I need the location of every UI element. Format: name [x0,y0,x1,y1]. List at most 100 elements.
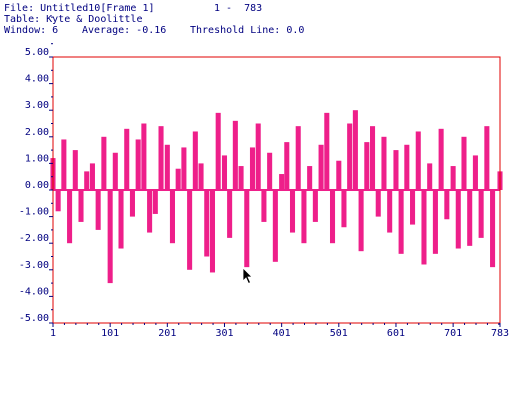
data-bar [215,112,221,190]
data-bar [307,166,313,190]
data-bar [398,190,404,254]
data-bar [427,163,433,190]
data-bar [284,142,290,190]
data-bar [415,131,421,190]
data-bar [455,190,461,249]
data-bar [438,128,444,190]
x-tick-label: 701 [444,328,462,339]
data-bar [472,155,478,190]
data-bar [221,155,228,190]
data-bar [158,126,164,190]
data-bar [404,144,410,190]
data-bar [198,163,204,190]
y-tick-label: 1.00 [25,153,49,164]
data-bar [244,190,250,268]
data-bar [461,136,467,190]
y-tick-label: 3.00 [25,100,49,111]
y-axis: 5.00 4.00 3.00 2.00 1.00 0.00 -1.00 -2.00 -3.00 -… [19,16,53,324]
data-bar [112,152,118,190]
data-bar [164,144,170,190]
x-tick-label: 1 [50,328,56,339]
data-bar [370,126,376,190]
data-bar [352,110,358,190]
file-label: File: Untitled10[Frame 1] [4,3,155,14]
data-bar [484,126,490,190]
x-tick-label: 783 [491,328,509,339]
data-bar [295,126,301,190]
data-bar [336,160,342,190]
x-tick-label: 601 [387,328,405,339]
data-bar [393,150,399,190]
data-bar [341,190,347,228]
average-label: Average: -0.16 [82,25,167,36]
y-tick-label: 4.00 [25,74,49,85]
data-bar [421,190,427,265]
data-bar [478,190,484,238]
data-bar [467,190,473,246]
data-bar [324,112,330,190]
y-tick-label: 5.00 [25,47,49,58]
data-bar [238,166,244,190]
data-bar [410,190,416,225]
data-bar [107,190,113,284]
data-bar [209,190,216,273]
data-bar [329,190,336,244]
data-bar [312,190,318,222]
threshold-label: Threshold Line: 0.0 [190,25,305,36]
y-tick-label: 0.00 [25,180,49,191]
data-bar [364,142,370,190]
mouse-pointer-icon [242,267,253,285]
data-bar [204,190,210,257]
data-bar [249,147,256,190]
window-label: Window: 6 [4,25,59,36]
x-tick-label: 201 [158,328,176,339]
y-tick-label: -2.00 [19,233,49,244]
data-bar [72,150,78,190]
y-tick-label: -1.00 [19,207,49,218]
data-bar [181,147,187,190]
range-label: 1 - 783 [214,3,263,14]
data-bar [227,190,233,238]
data-bar [381,136,387,190]
data-bar [279,174,285,190]
data-bar [175,168,181,190]
data-bar [490,190,496,268]
data-bar [267,152,273,190]
y-tick-label: -5.00 [19,313,49,324]
data-bar [55,190,61,212]
data-bar [61,139,67,190]
data-bar [358,190,364,252]
data-bar [301,190,307,244]
bar-series [50,110,503,284]
data-bar [124,128,130,190]
x-tick-label: 301 [215,328,233,339]
y-tick-label: -4.00 [19,286,49,297]
data-bar [261,190,267,222]
data-bar [101,136,107,190]
data-bar [375,190,381,217]
data-bar [387,190,393,233]
data-bar [95,190,101,230]
data-bar [67,190,73,244]
data-bar [147,190,153,233]
data-bar [318,144,324,190]
x-tick-label: 101 [101,328,119,339]
data-bar [187,190,193,270]
data-bar [78,190,84,222]
y-tick-label: -3.00 [19,260,49,271]
data-bar [89,163,95,190]
data-bar [135,139,141,190]
table-label: Table: Kyte & Doolittle [4,14,143,25]
data-bar [84,171,90,190]
x-tick-label: 401 [273,328,291,339]
data-bar [192,131,198,190]
x-axis: 1 101 201 301 401 501 601 701 783 [50,323,509,339]
data-bar [289,190,296,233]
data-bar [129,190,135,217]
data-bar [432,190,438,254]
y-tick-label: 2.00 [25,127,49,138]
data-bar [450,166,456,190]
data-bar [347,123,353,190]
data-bar [255,123,261,190]
